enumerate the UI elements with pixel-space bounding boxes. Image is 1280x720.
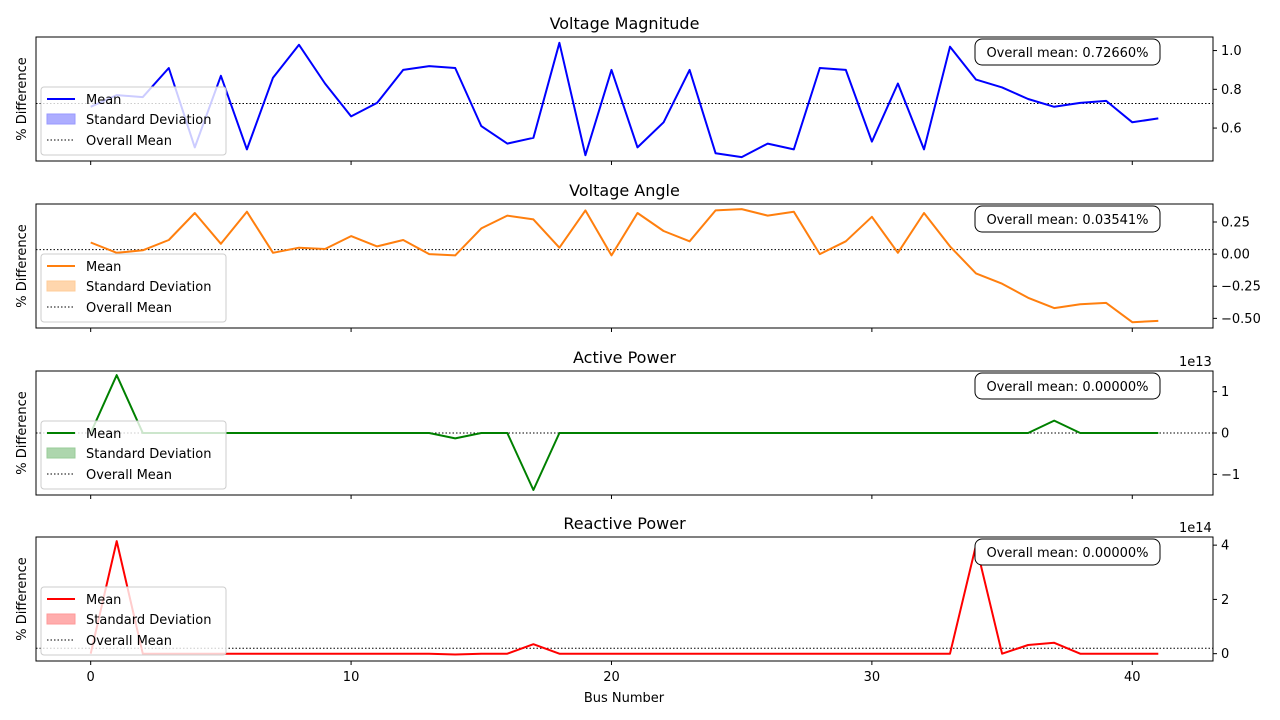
legend-frame	[40, 253, 227, 323]
subplot-title: Reactive Power	[563, 514, 686, 533]
legend-std-swatch	[46, 613, 76, 625]
legend: Mean Standard Deviation Overall Mean	[40, 253, 227, 323]
legend-mean-label: Mean	[86, 260, 121, 275]
axes-frame	[35, 203, 1214, 329]
plot-area	[36, 41, 1213, 159]
y-tick-label: 1	[1221, 385, 1229, 400]
legend-mean-label: Mean	[86, 93, 121, 108]
legend-mean-label: Mean	[86, 427, 121, 442]
overall-mean-text: Overall mean: 0.72660%	[986, 46, 1148, 61]
legend-overall-label: Overall Mean	[86, 468, 172, 483]
subplot-title: Active Power	[573, 348, 676, 367]
x-tick-label: 10	[343, 670, 360, 685]
overall-mean-text: Overall mean: 0.00000%	[986, 546, 1148, 561]
x-tick-label: 0	[87, 670, 95, 685]
overall-mean-text: Overall mean: 0.00000%	[986, 380, 1148, 395]
legend-overall-label: Overall Mean	[86, 134, 172, 149]
legend-std-swatch	[46, 447, 76, 459]
y-axis-label: % Difference	[15, 57, 30, 141]
subplot-active-power: Active Power % Difference −1 0 1 1e13 Overall …	[15, 348, 1240, 499]
y-tick-label: −0.50	[1221, 312, 1261, 327]
y-axis-label: % Difference	[15, 391, 30, 475]
legend-overall-label: Overall Mean	[86, 634, 172, 649]
y-axis-label: % Difference	[15, 557, 30, 641]
legend-std-label: Standard Deviation	[86, 447, 211, 462]
mean-series-line	[90, 41, 1159, 159]
overall-mean-annotation: Overall mean: 0.03541%	[974, 205, 1161, 233]
legend-std-label: Standard Deviation	[86, 113, 211, 128]
y-tick-label: −1	[1221, 468, 1240, 483]
overall-mean-text: Overall mean: 0.03541%	[986, 213, 1148, 228]
x-tick-label: 20	[603, 670, 620, 685]
annotation-box	[974, 372, 1161, 400]
y-axis-exponent: 1e13	[1179, 355, 1212, 370]
y-axis-label: % Difference	[15, 224, 30, 308]
legend-std-swatch	[46, 280, 76, 292]
mean-series-line	[90, 208, 1159, 324]
axes-frame	[35, 36, 1214, 162]
legend-std-swatch	[46, 113, 76, 125]
overall-mean-annotation: Overall mean: 0.72660%	[974, 38, 1161, 66]
annotation-box	[974, 205, 1161, 233]
legend-std-label: Standard Deviation	[86, 280, 211, 295]
legend-overall-label: Overall Mean	[86, 301, 172, 316]
legend: Mean Standard Deviation Overall Mean	[40, 586, 227, 656]
legend-std-label: Standard Deviation	[86, 613, 211, 628]
x-tick-label: 30	[864, 670, 881, 685]
subplot-title: Voltage Angle	[569, 181, 680, 200]
x-axis-label: Bus Number	[584, 691, 665, 706]
y-axis-exponent: 1e14	[1179, 521, 1212, 536]
plot-area	[36, 374, 1213, 491]
y-tick-label: 2	[1221, 593, 1229, 608]
y-tick-label: 0	[1221, 647, 1229, 662]
y-tick-label: 0	[1221, 427, 1229, 442]
y-tick-label: 0.25	[1221, 215, 1250, 230]
subplot-voltage-angle: Voltage Angle % Difference −0.50 −0.25 0.00 0…	[15, 181, 1261, 332]
overall-mean-annotation: Overall mean: 0.00000%	[974, 372, 1161, 400]
x-tick-label: 40	[1124, 670, 1141, 685]
legend-frame	[40, 86, 227, 156]
subplot-voltage-magnitude: Voltage Magnitude % Difference 0.6 0.8 1.0 Ov…	[15, 14, 1242, 165]
subplot-reactive-power: Reactive Power % Difference 0 2 4 1e14 0 10 20 30…	[15, 514, 1229, 685]
y-tick-label: 0.8	[1221, 83, 1242, 98]
legend-mean-label: Mean	[86, 593, 121, 608]
y-tick-label: 1.0	[1221, 44, 1242, 59]
subplot-title: Voltage Magnitude	[550, 14, 700, 33]
legend-frame	[40, 420, 227, 490]
annotation-box	[974, 38, 1161, 66]
y-tick-label: 0.6	[1221, 122, 1242, 137]
legend: Mean Standard Deviation Overall Mean	[40, 86, 227, 156]
plot-area	[36, 208, 1213, 324]
overall-mean-annotation: Overall mean: 0.00000%	[974, 538, 1161, 566]
mean-series-line	[89, 374, 1159, 491]
y-tick-label: 0.00	[1221, 248, 1250, 263]
annotation-box	[974, 538, 1161, 566]
y-tick-label: −0.25	[1221, 280, 1261, 295]
y-tick-label: 4	[1221, 539, 1229, 554]
legend: Mean Standard Deviation Overall Mean	[40, 420, 227, 490]
legend-frame	[40, 586, 227, 656]
